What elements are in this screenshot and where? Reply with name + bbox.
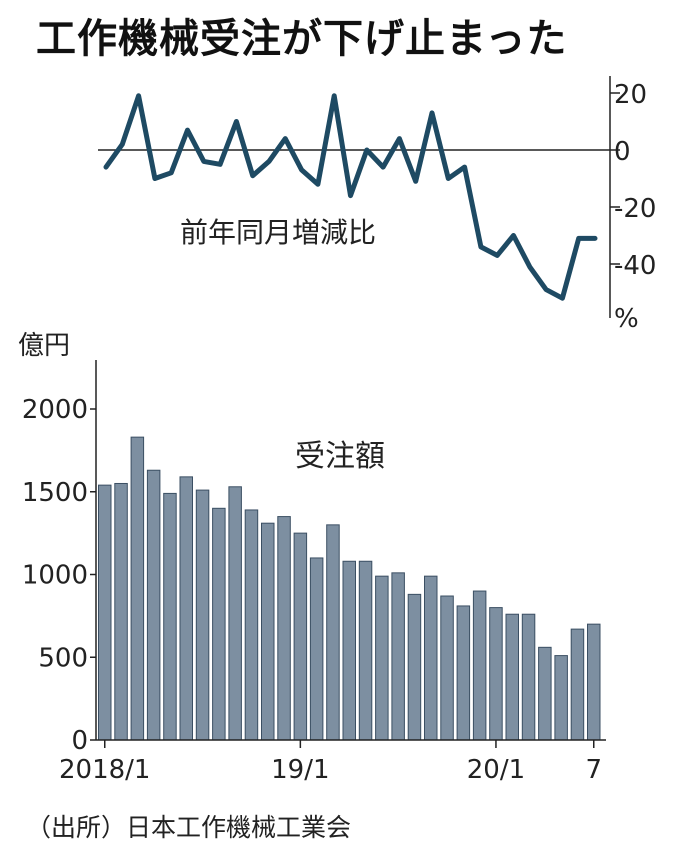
order-bar [130, 436, 145, 741]
order-bar [505, 613, 519, 741]
bar-y-unit: 億円 [18, 331, 70, 361]
order-bar [114, 482, 128, 741]
order-bar [587, 623, 601, 741]
order-bar [179, 476, 193, 741]
line-series-label: 前年同月増減比 [180, 216, 376, 249]
order-bar [472, 590, 487, 741]
line-y-tick-label: 20 [614, 80, 647, 110]
order-bar [277, 516, 291, 741]
line-y-tick-label: -20 [614, 194, 656, 224]
order-bar [244, 509, 259, 741]
order-bar [424, 575, 438, 741]
yoy-line-chart: 20 0 -20 -40 前年同月増減比 % [98, 76, 656, 334]
order-bar [538, 646, 552, 741]
bar-y-tick-label: 2000 [22, 395, 88, 425]
order-bar [309, 557, 324, 741]
line-y-tick-label: -40 [614, 251, 656, 281]
order-bar [391, 572, 405, 741]
source-note: （出所）日本工作機械工業会 [26, 813, 352, 842]
bar-series-label: 受注額 [295, 439, 385, 474]
order-bar [554, 655, 568, 741]
order-bar [293, 532, 308, 741]
line-y-tick-label: 0 [614, 137, 631, 167]
order-bar [456, 605, 471, 741]
line-y-unit: % [614, 304, 639, 334]
order-bar [163, 492, 177, 741]
bar-y-tick-label: 500 [38, 643, 88, 673]
bar-y-tick-label: 1500 [22, 478, 88, 508]
bar-x-tick-label: 19/1 [271, 755, 329, 785]
order-bar [98, 484, 112, 741]
order-bar [261, 522, 275, 741]
chart-title: 工作機械受注が下げ止まった [36, 16, 568, 62]
order-bar [489, 607, 503, 741]
order-bar [358, 560, 373, 741]
bar-y-tick-label: 0 [71, 726, 88, 756]
order-bar [570, 628, 585, 741]
order-bar [375, 575, 389, 741]
order-bar [326, 524, 340, 741]
yoy-series-line [103, 93, 598, 301]
bar-x-tick-label: 2018/1 [59, 755, 150, 785]
order-bar [342, 560, 356, 741]
order-bar [228, 486, 242, 741]
order-bar [146, 469, 161, 741]
order-bar [195, 489, 210, 741]
order-bar [407, 593, 422, 741]
bar-x-tick-label: 20/1 [467, 755, 525, 785]
bar-x-tick-label: 7 [585, 755, 602, 785]
orders-bar-chart: 億円 2000 1500 1000 500 0 2018/1 19/1 20/1 7 受注額 [18, 331, 606, 785]
order-bar [521, 613, 536, 741]
order-bar [212, 507, 226, 741]
bar-y-tick-label: 1000 [22, 561, 88, 591]
order-bar [440, 595, 454, 741]
